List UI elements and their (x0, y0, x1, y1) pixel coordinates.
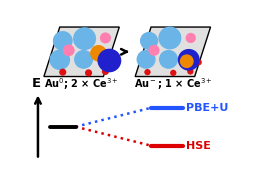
Ellipse shape (144, 69, 151, 75)
Ellipse shape (98, 49, 121, 72)
Ellipse shape (170, 70, 176, 76)
Ellipse shape (148, 45, 159, 56)
Polygon shape (135, 27, 210, 77)
Ellipse shape (180, 54, 194, 68)
Text: HSE: HSE (186, 141, 211, 151)
Ellipse shape (186, 33, 196, 43)
Ellipse shape (97, 49, 114, 66)
Text: Au$^0$; 2 × Ce$^{3+}$: Au$^0$; 2 × Ce$^{3+}$ (44, 77, 119, 92)
Polygon shape (44, 27, 119, 77)
Ellipse shape (182, 49, 199, 67)
Ellipse shape (49, 50, 70, 70)
Ellipse shape (90, 45, 107, 62)
Ellipse shape (100, 33, 111, 43)
Ellipse shape (59, 69, 66, 76)
Ellipse shape (111, 58, 118, 66)
Text: Au$^-$; 1 × Ce$^{3+}$: Au$^-$; 1 × Ce$^{3+}$ (134, 77, 212, 92)
Text: PBE+U: PBE+U (186, 103, 228, 113)
Ellipse shape (136, 50, 156, 69)
Ellipse shape (74, 50, 93, 69)
Text: E: E (32, 77, 41, 90)
Ellipse shape (140, 32, 158, 50)
Ellipse shape (159, 50, 178, 69)
Ellipse shape (63, 44, 75, 56)
Ellipse shape (196, 59, 202, 65)
Ellipse shape (102, 68, 109, 75)
Ellipse shape (158, 26, 182, 49)
Ellipse shape (53, 31, 73, 51)
Ellipse shape (178, 49, 200, 71)
Ellipse shape (85, 69, 92, 76)
Ellipse shape (187, 68, 194, 75)
Ellipse shape (73, 27, 96, 50)
